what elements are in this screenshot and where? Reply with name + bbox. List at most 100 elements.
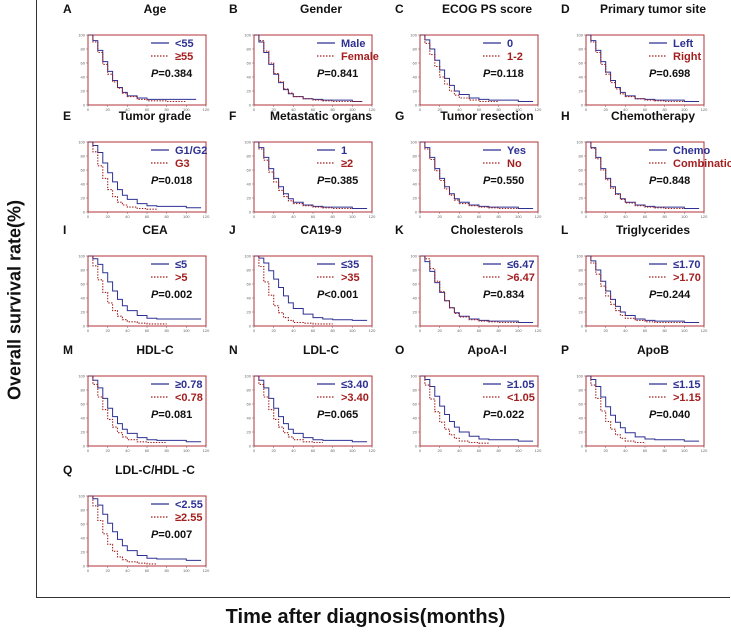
survival-curve-1 <box>254 255 368 321</box>
y-tick-label: 60 <box>247 61 252 66</box>
survival-curve-1 <box>88 495 202 561</box>
legend-label: ≤1.15 <box>673 379 700 391</box>
y-tick-label: 60 <box>81 402 86 407</box>
y-tick-label: 40 <box>247 182 252 187</box>
p-value-number: =0.841 <box>324 68 358 80</box>
x-tick-label: 20 <box>603 328 608 333</box>
y-tick-label: 0 <box>415 444 418 449</box>
p-value: P=0.848 <box>649 175 690 187</box>
y-tick-label: 100 <box>410 374 417 379</box>
y-tick-label: 100 <box>410 33 417 38</box>
legend-label: G1/G2 <box>175 145 207 157</box>
x-tick-label: 100 <box>681 328 688 333</box>
panel-letter: C <box>395 2 404 16</box>
legend-label: Right <box>673 51 701 63</box>
y-tick-label: 60 <box>413 402 418 407</box>
panel-title: Triglycerides <box>616 223 690 237</box>
y-tick-label: 60 <box>81 522 86 527</box>
x-tick-label: 80 <box>164 107 169 112</box>
panel-title: Tumor grade <box>119 109 192 123</box>
x-tick-label: 20 <box>105 568 110 573</box>
y-tick-label: 40 <box>81 536 86 541</box>
x-tick-label: 80 <box>662 214 667 219</box>
survival-curve-2 <box>586 34 685 103</box>
x-tick-label: 100 <box>515 448 522 453</box>
y-tick-label: 100 <box>78 254 85 259</box>
p-value-symbol: P <box>649 175 657 187</box>
plot-border <box>87 141 207 213</box>
p-value: P=0.022 <box>483 409 524 421</box>
y-tick-label: 80 <box>81 47 86 52</box>
legend-label: Left <box>673 38 694 50</box>
p-value-number: =0.244 <box>656 289 691 301</box>
p-value-number: =0.002 <box>158 289 192 301</box>
legend-label: Yes <box>507 145 526 157</box>
x-tick-label: 40 <box>623 448 628 453</box>
x-tick-label: 40 <box>125 214 130 219</box>
legend-label: ≤3.40 <box>341 379 368 391</box>
y-tick-label: 100 <box>244 254 251 259</box>
panel-a: A Age 0 20 40 60 80 100 120 0 20 40 60 80 100 <55≥55 P=0… <box>63 2 210 112</box>
p-value-symbol: P <box>649 68 657 80</box>
panel-c: C ECOG PS score 0 20 40 60 80 100 120 0 20 40 60 80 10… <box>395 2 542 112</box>
legend-label: >1.70 <box>673 272 701 284</box>
x-tick-label: 120 <box>369 107 376 112</box>
survival-curve-1 <box>88 375 202 443</box>
x-tick-label: 0 <box>253 107 256 112</box>
legend-label: ≤5 <box>175 259 187 271</box>
x-tick-label: 60 <box>311 448 316 453</box>
panel-title: Metastatic organs <box>270 109 372 123</box>
p-value-symbol: P <box>483 409 491 421</box>
y-tick-label: 20 <box>247 89 252 94</box>
y-tick-label: 20 <box>247 310 252 315</box>
y-tick-label: 20 <box>81 196 86 201</box>
panel-title: Gender <box>300 2 342 16</box>
x-tick-label: 120 <box>535 214 542 219</box>
x-tick-label: 40 <box>457 107 462 112</box>
x-tick-label: 100 <box>349 107 356 112</box>
x-tick-label: 60 <box>477 448 482 453</box>
p-value: P=0.118 <box>483 68 524 80</box>
survival-curve-2 <box>254 34 363 103</box>
x-tick-label: 80 <box>164 328 169 333</box>
x-tick-label: 40 <box>125 328 130 333</box>
p-value: P=0.841 <box>317 68 358 80</box>
y-tick-label: 100 <box>576 140 583 145</box>
p-value-symbol: P <box>317 68 325 80</box>
x-tick-label: 40 <box>125 107 130 112</box>
x-tick-label: 80 <box>330 328 335 333</box>
panel-g: G Tumor resection 0 20 40 60 80 100 120 0 20 40 60 80… <box>395 109 542 219</box>
survival-curve-1 <box>586 375 700 442</box>
y-tick-label: 0 <box>83 210 86 215</box>
x-tick-label: 80 <box>330 107 335 112</box>
panel-letter: G <box>395 109 404 123</box>
panel-letter: Q <box>63 463 72 477</box>
x-tick-label: 100 <box>183 448 190 453</box>
x-tick-label: 100 <box>183 214 190 219</box>
plot-border <box>419 375 539 447</box>
panel-letter: A <box>63 2 72 16</box>
x-tick-label: 100 <box>681 107 688 112</box>
survival-curve-1 <box>586 34 700 102</box>
x-tick-label: 40 <box>457 448 462 453</box>
x-tick-label: 80 <box>662 328 667 333</box>
x-tick-label: 60 <box>145 107 150 112</box>
p-value-symbol: P <box>317 175 325 187</box>
y-tick-label: 20 <box>81 550 86 555</box>
x-tick-label: 0 <box>419 448 422 453</box>
x-tick-label: 60 <box>311 328 316 333</box>
survival-curve-1 <box>586 255 700 323</box>
y-tick-label: 20 <box>247 196 252 201</box>
survival-curve-2 <box>420 375 489 444</box>
x-tick-label: 60 <box>477 214 482 219</box>
y-tick-label: 80 <box>81 388 86 393</box>
y-tick-label: 0 <box>581 103 584 108</box>
y-tick-label: 0 <box>83 103 86 108</box>
legend-label: 0 <box>507 38 513 50</box>
legend-label: Chemo <box>673 145 711 157</box>
panel-letter: J <box>229 223 236 237</box>
x-tick-label: 80 <box>662 107 667 112</box>
y-tick-label: 20 <box>81 89 86 94</box>
x-tick-label: 100 <box>349 328 356 333</box>
y-tick-label: 60 <box>81 282 86 287</box>
